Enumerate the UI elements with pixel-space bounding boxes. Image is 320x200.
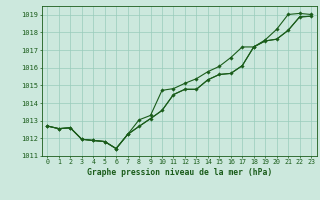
X-axis label: Graphe pression niveau de la mer (hPa): Graphe pression niveau de la mer (hPa) xyxy=(87,168,272,177)
